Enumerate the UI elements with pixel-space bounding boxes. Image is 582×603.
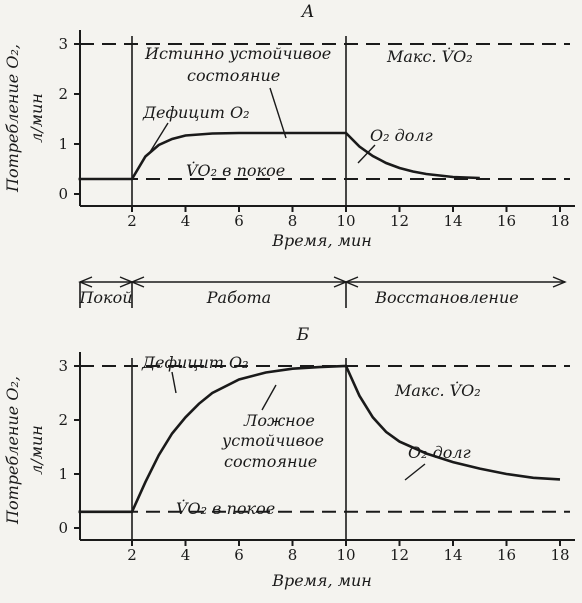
y-tick-label: 1 bbox=[58, 465, 68, 483]
panel-b-y-ticks: 0 1 2 3 bbox=[58, 357, 80, 537]
x-tick-label: 8 bbox=[288, 212, 298, 230]
x-tick-label: 14 bbox=[443, 212, 462, 230]
panel-b-x-ticks: 2 4 6 8 10 12 14 16 18 bbox=[127, 540, 570, 564]
panel-b-annot-rest: V̇O₂ в покое bbox=[176, 499, 275, 518]
panel-b-annot-deficit: Дефицит O₂ bbox=[141, 353, 249, 372]
panel-b-title: Б bbox=[296, 325, 310, 345]
y-tick-label: 1 bbox=[58, 135, 68, 153]
y-tick-label: 2 bbox=[58, 85, 68, 103]
x-tick-label: 18 bbox=[550, 212, 569, 230]
y-tick-label: 0 bbox=[58, 519, 68, 537]
phase-rest: Покой bbox=[78, 288, 132, 307]
x-tick-label: 2 bbox=[127, 546, 137, 564]
panel-b-leader-debt bbox=[404, 463, 426, 481]
panel-a-annot-steady-2: состояние bbox=[187, 66, 280, 85]
x-tick-label: 12 bbox=[390, 546, 409, 564]
panel-a-y-ticks: 0 1 2 3 bbox=[58, 35, 80, 203]
y-tick-label: 3 bbox=[58, 357, 68, 375]
y-tick-label: 2 bbox=[58, 411, 68, 429]
x-tick-label: 8 bbox=[288, 546, 298, 564]
x-tick-label: 2 bbox=[127, 212, 137, 230]
x-tick-label: 4 bbox=[181, 212, 191, 230]
panel-a-annot-debt: O₂ долг bbox=[370, 126, 433, 145]
panel-b-annot-false-1: Ложное bbox=[243, 411, 315, 430]
x-tick-label: 12 bbox=[390, 212, 409, 230]
panel-a-annot-deficit: Дефицит O₂ bbox=[142, 103, 250, 122]
panel-a-leader-deficit bbox=[149, 122, 169, 153]
panel-a-series-line bbox=[78, 131, 480, 181]
panel-b-xlabel: Время, мин bbox=[271, 571, 372, 590]
panel-a-leader-steady bbox=[269, 87, 287, 139]
panel-a-xlabel: Время, мин bbox=[271, 231, 372, 250]
x-tick-label: 4 bbox=[181, 546, 191, 564]
y-tick-label: 0 bbox=[58, 185, 68, 203]
phase-recovery: Восстановление bbox=[374, 288, 518, 307]
panel-a-annot-max: Макс. V̇O₂ bbox=[386, 47, 473, 66]
panel-a-leader-debt bbox=[357, 144, 376, 164]
panel-b-annot-debt: O₂ долг bbox=[408, 443, 471, 462]
x-tick-label: 6 bbox=[234, 212, 244, 230]
panel-a-title: А bbox=[301, 2, 315, 22]
x-tick-label: 14 bbox=[443, 546, 462, 564]
panel-b-leader-false bbox=[261, 384, 277, 411]
panel-b-annot-max: Макс. V̇O₂ bbox=[394, 381, 481, 400]
panel-b-series-line bbox=[78, 364, 561, 514]
x-tick-label: 10 bbox=[336, 212, 355, 230]
panel-b-annot-false-3: состояние bbox=[224, 452, 317, 471]
panel-a-x-ticks: 2 4 6 8 10 12 14 16 18 bbox=[127, 206, 570, 230]
y-tick-label: 3 bbox=[58, 35, 68, 53]
panel-b-ylabel: Потребление O₂, bbox=[3, 376, 22, 525]
x-tick-label: 10 bbox=[336, 546, 355, 564]
panel-b-annot-false-2: устойчивое bbox=[221, 431, 324, 450]
panel-a-ylabel: Потребление O₂, bbox=[3, 44, 22, 193]
x-tick-label: 6 bbox=[234, 546, 244, 564]
phase-bar: Покой Работа Восстановление bbox=[78, 276, 567, 308]
phase-work: Работа bbox=[206, 288, 271, 307]
panel-a-annot-rest: V̇O₂ в покое bbox=[186, 161, 285, 180]
x-tick-label: 16 bbox=[497, 212, 516, 230]
panel-b-leader-deficit bbox=[171, 371, 177, 394]
panel-a-annot-steady-1: Истинно устойчивое bbox=[144, 44, 331, 63]
panel-a-ylabel-unit: л/мин bbox=[27, 93, 46, 143]
x-tick-label: 18 bbox=[550, 546, 569, 564]
x-tick-label: 16 bbox=[497, 546, 516, 564]
panel-b-ylabel-unit: л/мин bbox=[27, 425, 46, 475]
